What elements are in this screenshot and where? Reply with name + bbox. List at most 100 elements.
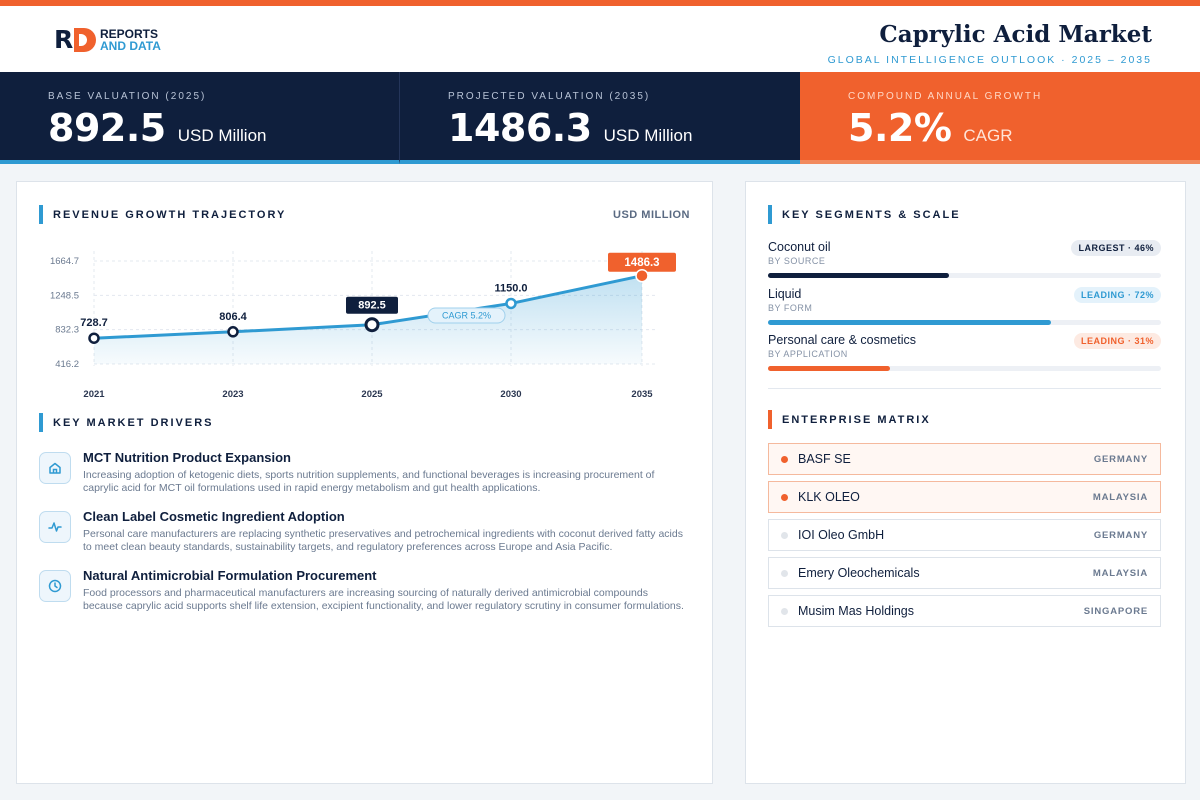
brand-line-1: REPORTS bbox=[100, 27, 159, 41]
enterprise-matrix: BASF SE GERMANY KLK OLEO MALAYSIA IOI Ol… bbox=[768, 443, 1161, 633]
header: R REPORTS AND DATA Caprylic Acid Market … bbox=[0, 6, 1200, 72]
pulse-icon bbox=[39, 511, 71, 543]
x-tick-label: 2023 bbox=[222, 389, 243, 400]
data-label: 1486.3 bbox=[624, 257, 659, 269]
segment-name: Personal care & cosmetics bbox=[768, 333, 916, 347]
data-label: 806.4 bbox=[219, 311, 247, 323]
drivers-list: MCT Nutrition Product Expansion Increasi… bbox=[39, 450, 689, 627]
data-label: 1150.0 bbox=[494, 282, 527, 294]
section-accent-bar bbox=[768, 205, 772, 224]
kpi-projected-valuation: PROJECTED VALUATION (2035) 1486.3 USD Mi… bbox=[400, 72, 800, 164]
company-country: MALAYSIA bbox=[1092, 567, 1148, 579]
company-name: BASF SE bbox=[798, 452, 851, 466]
revenue-section-header: REVENUE GROWTH TRAJECTORY bbox=[39, 205, 286, 224]
company-country: GERMANY bbox=[1093, 529, 1148, 541]
x-tick-label: 2025 bbox=[361, 389, 383, 400]
data-point bbox=[635, 268, 649, 283]
kpi-label: COMPOUND ANNUAL GROWTH bbox=[848, 91, 1043, 102]
segment-liquid: Liquid BY FORM LEADING · 72% bbox=[768, 287, 1161, 325]
segment-bar-fill bbox=[768, 366, 890, 371]
logo-text: REPORTS AND DATA bbox=[100, 28, 161, 52]
segment-bar-fill bbox=[768, 320, 1051, 325]
company-row-klk-oleo[interactable]: KLK OLEO MALAYSIA bbox=[768, 481, 1161, 513]
company-dot bbox=[781, 493, 788, 501]
x-tick-label: 2021 bbox=[83, 389, 105, 400]
data-label-box bbox=[346, 296, 398, 314]
kpi-base-valuation: BASE VALUATION (2025) 892.5 USD Million bbox=[0, 72, 400, 164]
section-accent-bar bbox=[39, 205, 43, 224]
kpi-unit: USD Million bbox=[603, 126, 693, 145]
segment-personal-care: Personal care & cosmetics BY APPLICATION… bbox=[768, 333, 1161, 371]
segment-bar-fill bbox=[768, 273, 949, 278]
cagr-annotation: CAGR 5.2% bbox=[442, 311, 491, 321]
chart-unit-label: USD MILLION bbox=[613, 209, 690, 221]
segment-coconut-oil: Coconut oil BY SOURCE LARGEST · 46% bbox=[768, 240, 1161, 278]
cagr-pill bbox=[427, 307, 506, 324]
company-row-basf[interactable]: BASF SE GERMANY bbox=[768, 443, 1161, 475]
data-point bbox=[227, 326, 239, 338]
driver-title: MCT Nutrition Product Expansion bbox=[83, 450, 291, 465]
driver-title: Natural Antimicrobial Formulation Procur… bbox=[83, 568, 377, 583]
y-tick-label: 832.3 bbox=[55, 325, 79, 336]
company-row-ioi-oleo[interactable]: IOI Oleo GmbH GERMANY bbox=[768, 519, 1161, 551]
company-row-emery[interactable]: Emery Oleochemicals MALAYSIA bbox=[768, 557, 1161, 589]
drivers-title: KEY MARKET DRIVERS bbox=[53, 416, 214, 429]
driver-item: MCT Nutrition Product Expansion Increasi… bbox=[39, 450, 689, 495]
kpi-unit: CAGR bbox=[963, 126, 1013, 145]
logo-mark: R bbox=[54, 27, 98, 52]
segment-badge: LEADING · 72% bbox=[1073, 287, 1161, 303]
segment-bar-track bbox=[768, 366, 1161, 371]
kpi-value: 1486.3 bbox=[448, 106, 592, 150]
segments-title: KEY SEGMENTS & SCALE bbox=[782, 208, 961, 221]
page-subtitle: GLOBAL INTELLIGENCE OUTLOOK · 2025 – 203… bbox=[827, 54, 1152, 66]
brand-line-2: AND DATA bbox=[100, 39, 161, 53]
driver-desc: Food processors and pharmaceutical manuf… bbox=[83, 587, 684, 612]
y-tick-label: 1248.5 bbox=[50, 290, 79, 301]
kpi-row: BASE VALUATION (2025) 892.5 USD Million … bbox=[0, 72, 1200, 164]
kpi-label: PROJECTED VALUATION (2035) bbox=[448, 91, 651, 102]
segment-category: BY SOURCE bbox=[768, 256, 826, 266]
data-point bbox=[505, 297, 517, 310]
x-tick-label: 2030 bbox=[500, 389, 521, 400]
company-name: Musim Mas Holdings bbox=[798, 604, 915, 618]
driver-desc: Increasing adoption of ketogenic diets, … bbox=[83, 469, 655, 494]
company-name: Emery Oleochemicals bbox=[798, 566, 920, 580]
data-label-box bbox=[608, 252, 676, 272]
segment-category: BY FORM bbox=[768, 303, 813, 313]
driver-item: Natural Antimicrobial Formulation Procur… bbox=[39, 568, 689, 613]
right-panel: KEY SEGMENTS & SCALE Coconut oil BY SOUR… bbox=[745, 181, 1186, 784]
data-point bbox=[88, 332, 100, 344]
brand-logo[interactable]: R REPORTS AND DATA bbox=[54, 27, 161, 52]
driver-item: Clean Label Cosmetic Ingredient Adoption… bbox=[39, 509, 689, 554]
revenue-chart: 1664.7 1248.5 832.3 416.2 2021 2023 2025 2030 20… bbox=[50, 251, 676, 400]
segment-bar-track bbox=[768, 320, 1161, 325]
kpi-value: 5.2% bbox=[848, 106, 952, 150]
section-accent-bar bbox=[768, 410, 772, 429]
company-country: SINGAPORE bbox=[1083, 605, 1148, 617]
data-label: 892.5 bbox=[358, 300, 386, 312]
company-country: GERMANY bbox=[1093, 453, 1148, 465]
home-icon bbox=[39, 452, 71, 484]
top-accent-stripe bbox=[0, 0, 1200, 6]
segment-name: Liquid bbox=[768, 287, 802, 301]
company-dot bbox=[781, 569, 788, 577]
left-panel: REVENUE GROWTH TRAJECTORY USD MILLION 16… bbox=[16, 181, 713, 784]
company-country: MALAYSIA bbox=[1092, 491, 1148, 503]
company-name: KLK OLEO bbox=[798, 490, 860, 504]
segment-badge: LARGEST · 46% bbox=[1071, 240, 1161, 256]
company-row-musim-mas[interactable]: Musim Mas Holdings SINGAPORE bbox=[768, 595, 1161, 627]
x-tick-label: 2035 bbox=[631, 389, 653, 400]
driver-desc: Personal care manufacturers are replacin… bbox=[83, 528, 683, 553]
company-name: IOI Oleo GmbH bbox=[798, 528, 885, 542]
clock-icon bbox=[39, 570, 71, 602]
y-tick-label: 1664.7 bbox=[50, 256, 79, 267]
driver-title: Clean Label Cosmetic Ingredient Adoption bbox=[83, 509, 345, 524]
data-point bbox=[364, 317, 380, 333]
company-dot bbox=[781, 607, 788, 615]
company-dot bbox=[781, 531, 788, 539]
drivers-section-header: KEY MARKET DRIVERS bbox=[39, 413, 213, 432]
section-accent-bar bbox=[39, 413, 43, 432]
kpi-label: BASE VALUATION (2025) bbox=[48, 91, 207, 102]
page-title: Caprylic Acid Market bbox=[879, 21, 1152, 48]
segments-section-header: KEY SEGMENTS & SCALE bbox=[768, 205, 961, 224]
